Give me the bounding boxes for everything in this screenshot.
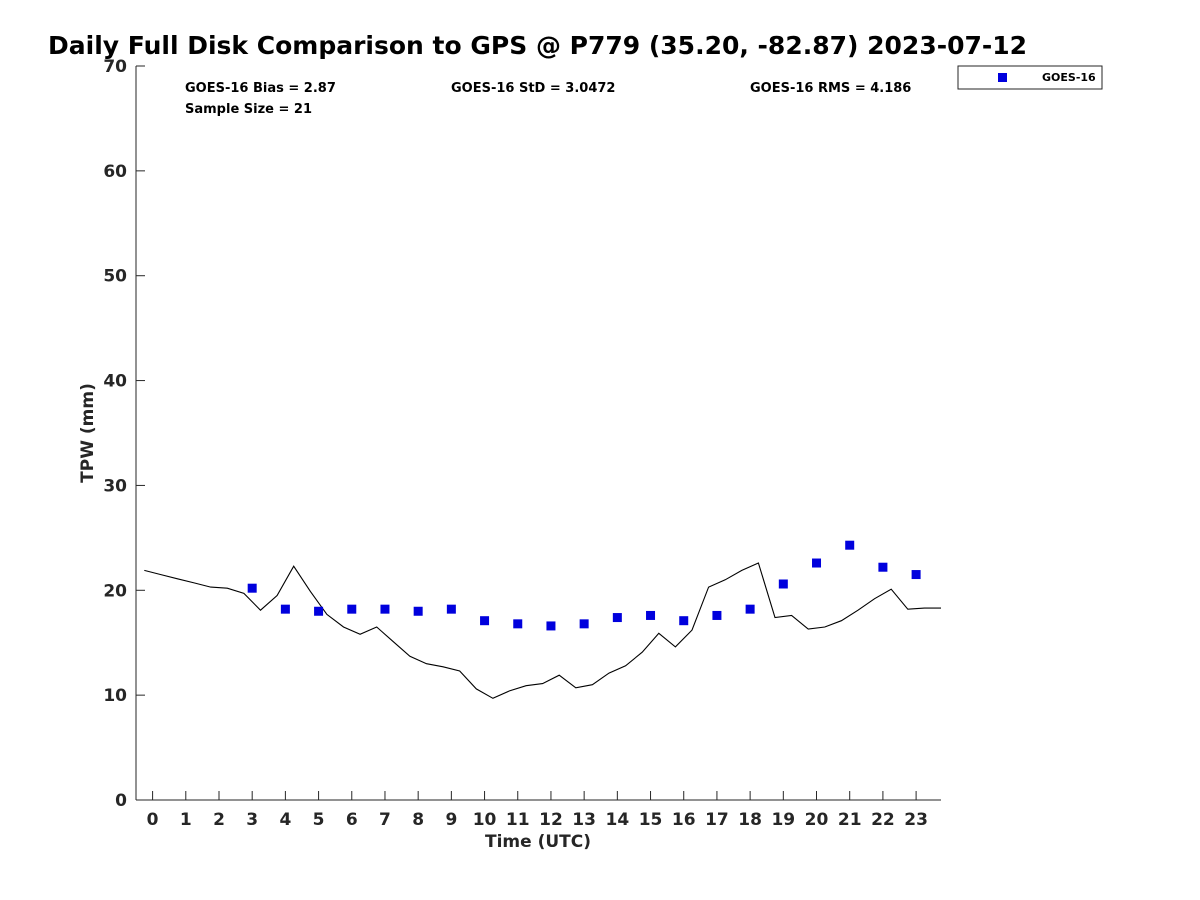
x-tick-label: 20	[805, 810, 829, 830]
goes-16-point	[247, 583, 257, 593]
x-tick-label: 7	[379, 810, 391, 830]
std-stat: GOES-16 StD = 3.0472	[451, 81, 615, 96]
goes-16-point	[679, 616, 689, 626]
y-tick-label: 0	[115, 791, 127, 811]
goes-16-point	[446, 604, 456, 614]
y-tick-label: 30	[103, 476, 127, 496]
chart-title: Daily Full Disk Comparison to GPS @ P779…	[48, 31, 1027, 60]
x-tick-label: 0	[147, 810, 159, 830]
x-tick-label: 6	[346, 810, 358, 830]
goes-16-point	[380, 604, 390, 614]
goes-16-point	[712, 610, 722, 620]
y-tick-label: 70	[103, 57, 127, 77]
y-tick-label: 10	[103, 686, 127, 706]
x-tick-label: 14	[606, 810, 630, 830]
y-tick-label: 20	[103, 581, 127, 601]
goes-16-point	[546, 621, 556, 631]
goes-16-point	[812, 558, 822, 568]
x-tick-label: 3	[246, 810, 258, 830]
x-tick-label: 22	[871, 810, 895, 830]
x-tick-label: 1	[180, 810, 192, 830]
sample-size-stat: Sample Size = 21	[185, 102, 312, 117]
goes-16-point	[480, 616, 490, 626]
goes-16-series	[247, 540, 921, 631]
goes-16-point	[314, 606, 324, 616]
x-tick-label: 23	[904, 810, 928, 830]
goes-16-point	[778, 579, 788, 589]
goes-16-point	[911, 570, 921, 580]
goes-16-point	[612, 613, 622, 623]
x-tick-label: 15	[639, 810, 663, 830]
y-tick-label: 40	[103, 372, 127, 392]
legend-marker	[998, 73, 1007, 82]
goes-16-point	[579, 619, 589, 629]
x-axis-label: Time (UTC)	[485, 832, 591, 852]
x-tick-label: 10	[473, 810, 497, 830]
y-axis-label: TPW (mm)	[78, 383, 98, 483]
goes-16-point	[280, 604, 290, 614]
x-tick-label: 19	[771, 810, 795, 830]
legend: GOES-16	[957, 65, 1103, 90]
goes-16-point	[878, 562, 888, 572]
x-tick-label: 11	[506, 810, 530, 830]
x-tick-label: 8	[412, 810, 424, 830]
y-tick-label: 60	[103, 162, 127, 182]
x-tick-label: 12	[539, 810, 563, 830]
x-tick-label: 18	[738, 810, 762, 830]
goes-16-point	[745, 604, 755, 614]
x-tick-label: 16	[672, 810, 696, 830]
x-tick-label: 4	[279, 810, 291, 830]
goes-16-point	[513, 619, 523, 629]
x-tick-label: 9	[445, 810, 457, 830]
statistics: GOES-16 Bias = 2.87 Sample Size = 21 GOE…	[185, 81, 911, 117]
goes-16-point	[347, 604, 357, 614]
x-tick-label: 17	[705, 810, 729, 830]
goes-16-point	[413, 606, 423, 616]
legend-box	[957, 65, 1103, 90]
x-tick-label: 5	[313, 810, 325, 830]
goes-16-point	[646, 610, 656, 620]
axes	[135, 66, 941, 801]
x-tick-label: 2	[213, 810, 225, 830]
x-ticks: 0 1 2 3 4 5 6 7 8 9 10 11 12 13 14 15 16 17 18 19 20 21 22 23	[147, 791, 928, 830]
x-tick-label: 21	[838, 810, 862, 830]
rms-stat: GOES-16 RMS = 4.186	[750, 81, 911, 96]
goes-16-point	[845, 540, 855, 550]
y-tick-label: 50	[103, 267, 127, 287]
legend-label: GOES-16	[1042, 71, 1096, 84]
y-ticks: 0 10 20 30 40 50 60 70	[103, 57, 145, 811]
x-tick-label: 13	[572, 810, 596, 830]
bias-stat: GOES-16 Bias = 2.87	[185, 81, 336, 96]
gps-series-line	[144, 562, 941, 699]
